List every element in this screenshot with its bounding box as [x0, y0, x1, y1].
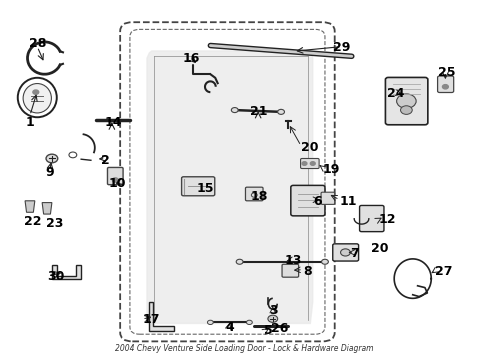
- Text: 21: 21: [250, 105, 267, 118]
- Text: 2004 Chevy Venture Side Loading Door - Lock & Hardware Diagram: 2004 Chevy Venture Side Loading Door - L…: [115, 344, 373, 353]
- Text: 12: 12: [378, 213, 395, 226]
- Text: 1: 1: [25, 116, 34, 129]
- Text: 5: 5: [264, 324, 272, 337]
- Circle shape: [231, 108, 238, 113]
- Ellipse shape: [23, 84, 51, 113]
- Text: 14: 14: [104, 116, 122, 129]
- Circle shape: [310, 162, 315, 165]
- Circle shape: [112, 178, 118, 182]
- Text: 27: 27: [434, 265, 451, 278]
- Text: 4: 4: [225, 320, 234, 333]
- Text: 20: 20: [300, 141, 317, 154]
- Circle shape: [302, 162, 306, 165]
- Text: 10: 10: [109, 177, 126, 190]
- FancyBboxPatch shape: [300, 158, 319, 168]
- Text: 3: 3: [269, 305, 278, 318]
- Circle shape: [396, 94, 415, 108]
- Text: 9: 9: [45, 166, 54, 179]
- Text: 28: 28: [28, 37, 46, 50]
- Text: 6: 6: [312, 195, 321, 208]
- Text: 22: 22: [23, 215, 41, 228]
- Circle shape: [400, 106, 411, 114]
- Circle shape: [321, 259, 328, 264]
- Polygon shape: [52, 265, 81, 279]
- FancyBboxPatch shape: [321, 192, 334, 204]
- Polygon shape: [149, 302, 173, 330]
- FancyBboxPatch shape: [437, 76, 453, 93]
- Circle shape: [46, 154, 58, 163]
- Text: 17: 17: [142, 313, 159, 327]
- Text: 29: 29: [333, 41, 350, 54]
- Text: 2: 2: [101, 154, 110, 167]
- Text: 18: 18: [250, 190, 267, 203]
- Text: 7: 7: [349, 247, 358, 260]
- Text: 13: 13: [284, 254, 301, 267]
- Circle shape: [442, 85, 447, 89]
- Polygon shape: [147, 51, 312, 323]
- Circle shape: [340, 249, 349, 256]
- Text: 15: 15: [196, 183, 214, 195]
- Text: 19: 19: [322, 163, 339, 176]
- FancyBboxPatch shape: [332, 244, 358, 261]
- FancyBboxPatch shape: [359, 206, 383, 231]
- Polygon shape: [25, 201, 35, 212]
- Circle shape: [207, 320, 213, 324]
- FancyBboxPatch shape: [245, 187, 263, 201]
- FancyBboxPatch shape: [385, 77, 427, 125]
- Text: 11: 11: [339, 195, 356, 208]
- Circle shape: [33, 90, 39, 94]
- Circle shape: [277, 109, 284, 114]
- Circle shape: [267, 315, 277, 322]
- Text: 20: 20: [370, 242, 388, 255]
- FancyBboxPatch shape: [181, 177, 214, 196]
- Text: 25: 25: [437, 66, 455, 79]
- Circle shape: [236, 259, 243, 264]
- Text: 30: 30: [47, 270, 64, 283]
- FancyBboxPatch shape: [107, 167, 123, 185]
- Text: 24: 24: [386, 87, 404, 100]
- Text: 23: 23: [45, 216, 63, 230]
- Circle shape: [246, 320, 252, 324]
- Polygon shape: [42, 203, 52, 214]
- Text: 26: 26: [271, 322, 288, 335]
- FancyBboxPatch shape: [282, 264, 298, 277]
- Text: 16: 16: [182, 51, 199, 64]
- Text: 8: 8: [303, 265, 311, 278]
- FancyBboxPatch shape: [290, 185, 325, 216]
